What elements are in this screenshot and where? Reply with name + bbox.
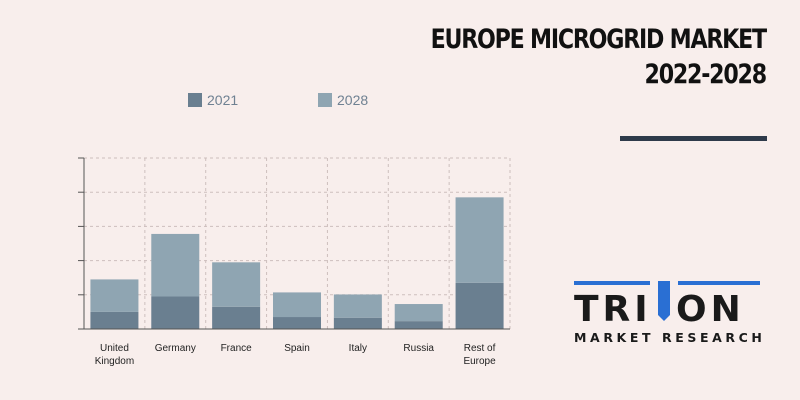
bar-2028-6 — [455, 197, 504, 283]
logo-bar-right — [678, 281, 760, 285]
x-tick-label-1: Germany — [155, 343, 196, 354]
logo-bar-left — [574, 281, 650, 285]
chart-title: EUROPE MICROGRID MARKET 2022-2028 — [430, 22, 768, 92]
x-tick-label-5: Russia — [403, 343, 434, 354]
bar-2028-4 — [333, 294, 382, 318]
x-tick-label-4: Italy — [349, 343, 367, 354]
x-tick-label-line: Kingdom — [95, 356, 134, 367]
x-tick-label-line: Italy — [349, 343, 367, 354]
legend-item-2021: 2021 — [188, 92, 238, 108]
bar-2021-3 — [273, 317, 321, 329]
x-tick-label-line: Russia — [403, 343, 434, 354]
x-tick-label-line: Europe — [463, 356, 496, 367]
logo-name-left: TRI — [574, 289, 652, 330]
legend-swatch-2021 — [188, 93, 202, 107]
logo-name-right: ON — [676, 289, 745, 330]
logo-t-stem — [658, 281, 670, 321]
legend-swatch-2028 — [318, 93, 332, 107]
x-tick-label-line: Spain — [284, 343, 310, 354]
x-tick-label-3: Spain — [284, 343, 310, 354]
x-tick-label-6: Rest of Europe — [463, 343, 496, 367]
x-tick-label-line: Rest of — [464, 343, 496, 354]
triton-logo: TRI ON MARKET RESEARCH — [574, 281, 762, 345]
bar-2028-0 — [90, 279, 139, 312]
bar-2021-5 — [394, 321, 443, 329]
x-tick-label-line: Germany — [155, 343, 196, 354]
x-tick-label-2: France — [221, 343, 253, 354]
bar-2021-2 — [212, 306, 261, 329]
chart-title-line-1: EUROPE MICROGRID MARKET — [430, 24, 768, 55]
logo-subtitle: MARKET RESEARCH — [574, 330, 762, 345]
x-tick-label-line: United — [100, 343, 129, 354]
legend-label-2021: 2021 — [207, 92, 239, 108]
chart-title-line-2: 2022-2028 — [644, 59, 768, 90]
bar-2021-6 — [455, 282, 504, 329]
bar-2021-1 — [151, 296, 200, 329]
bar-2021-0 — [90, 311, 139, 329]
bar-2028-1 — [151, 233, 200, 297]
x-tick-label-line: France — [221, 343, 253, 354]
bar-2028-5 — [394, 304, 443, 322]
bar-2021-4 — [333, 317, 382, 329]
legend-item-2028: 2028 — [318, 92, 368, 108]
title-underline — [620, 136, 767, 141]
bar-2028-2 — [212, 262, 261, 307]
bar-2028-3 — [273, 292, 321, 318]
legend-label-2028: 2028 — [337, 92, 369, 108]
x-tick-label-0: United Kingdom — [95, 343, 134, 367]
